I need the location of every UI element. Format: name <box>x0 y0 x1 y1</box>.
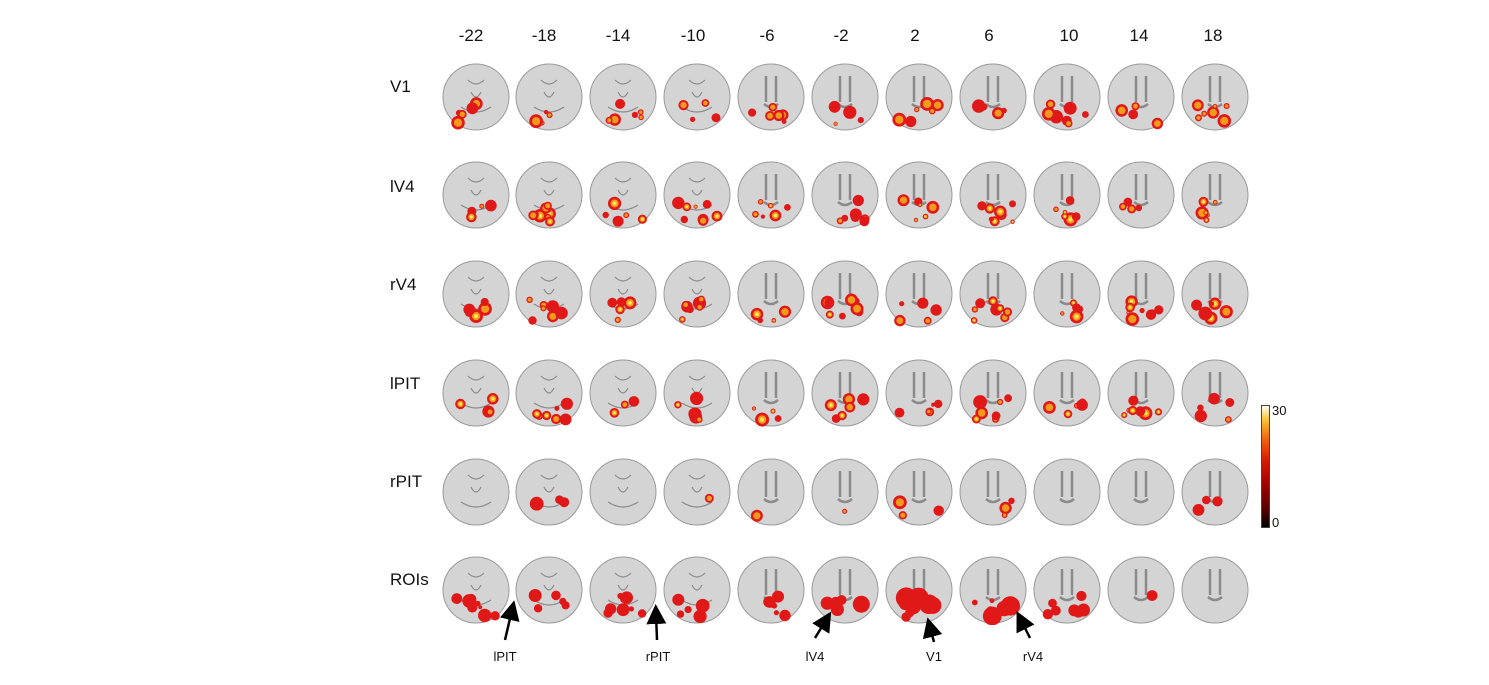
brain-slice <box>811 556 879 624</box>
brain-slice <box>1107 260 1175 328</box>
brain-slice <box>811 63 879 131</box>
annotation-lv4: lV4 <box>805 649 825 664</box>
brain-slice <box>515 359 583 427</box>
brain-slice <box>737 359 805 427</box>
row-label-lv4: lV4 <box>390 177 415 196</box>
brain-slice <box>1181 260 1249 328</box>
brain-slice <box>1181 458 1249 526</box>
row-label-lpit: lPIT <box>390 374 421 393</box>
brain-slice <box>515 161 583 229</box>
brain-slice <box>885 556 953 624</box>
brain-slice <box>885 161 953 229</box>
brain-slice <box>663 359 731 427</box>
row-label-rv4: rV4 <box>390 275 417 294</box>
brain-slice <box>589 359 657 427</box>
row-label-rpit: rPIT <box>390 472 423 491</box>
brain-slice <box>1107 556 1175 624</box>
brain-slice <box>737 556 805 624</box>
row-label-rois: ROIs <box>390 570 429 589</box>
slice-label: 18 <box>1203 26 1223 45</box>
brain-slice <box>1181 359 1249 427</box>
arrow-lv4 <box>812 611 832 639</box>
arrow-rpit <box>646 604 667 641</box>
brain-slice <box>959 161 1027 229</box>
brain-slice <box>515 260 583 328</box>
brain-slice <box>442 161 510 229</box>
slice-label: -2 <box>833 26 849 45</box>
brain-slice <box>811 359 879 427</box>
arrow-rv4 <box>1016 611 1035 639</box>
brain-slice <box>1033 359 1101 427</box>
brain-slice <box>589 63 657 131</box>
slice-label: 14 <box>1129 26 1149 45</box>
annotation-v1: V1 <box>926 649 942 664</box>
brain-slice <box>1033 458 1101 526</box>
arrow-lpit <box>499 600 520 641</box>
brain-slice <box>589 458 657 526</box>
brain-slice <box>737 161 805 229</box>
slice-label: -10 <box>680 26 706 45</box>
brain-slice <box>663 161 731 229</box>
brain-slice <box>811 260 879 328</box>
brain-slice <box>515 556 583 624</box>
brain-slice <box>737 458 805 526</box>
brain-slice <box>959 556 1027 625</box>
brain-slice <box>442 260 510 328</box>
slice-label: -22 <box>458 26 484 45</box>
brain-slice <box>885 260 953 328</box>
brain-slice <box>663 63 731 131</box>
arrow-v1 <box>922 617 943 643</box>
brain-slice <box>1033 63 1101 131</box>
slice-label: 6 <box>984 26 994 45</box>
annotation-rv4: rV4 <box>1022 649 1044 664</box>
brain-slice <box>1107 63 1175 131</box>
slice-label: -14 <box>605 26 631 45</box>
brain-slice <box>589 161 657 229</box>
brain-slice <box>1033 161 1101 229</box>
brain-slice <box>959 458 1027 526</box>
brain-slice <box>663 260 731 328</box>
annotation-lpit: lPIT <box>493 649 517 664</box>
brain-slice <box>885 458 953 526</box>
brain-slice <box>442 458 510 526</box>
brain-slice <box>1107 458 1175 526</box>
slice-label: 2 <box>910 26 920 45</box>
brain-slice <box>811 161 879 229</box>
brain-slice <box>589 260 657 328</box>
brain-slice <box>589 556 657 624</box>
slice-label: 10 <box>1059 26 1079 45</box>
brain-slice <box>442 63 510 131</box>
brain-slice <box>1033 556 1101 624</box>
brain-slice <box>1181 161 1249 229</box>
brain-slice <box>1107 161 1175 229</box>
slice-label: -18 <box>531 26 557 45</box>
brain-slice <box>959 359 1027 427</box>
brain-slice <box>959 63 1027 131</box>
brain-slice <box>1033 260 1101 328</box>
brain-slice <box>442 359 510 427</box>
annotation-rpit: rPIT <box>645 649 671 664</box>
brain-slice <box>1181 63 1249 131</box>
brain-slice <box>737 260 805 328</box>
brain-slice <box>515 63 583 131</box>
brain-slice <box>442 556 510 624</box>
brain-slice <box>885 359 953 427</box>
colorbar-min-label: 0 <box>1272 515 1280 530</box>
brain-slice <box>737 63 805 131</box>
brain-slice <box>663 458 731 526</box>
row-label-v1: V1 <box>390 77 411 96</box>
slice-label: -6 <box>759 26 775 45</box>
brain-slice <box>885 63 953 131</box>
brain-slice <box>515 458 583 526</box>
brain-slice <box>959 260 1027 328</box>
brain-slice <box>663 556 731 624</box>
brain-slice <box>1181 556 1249 624</box>
brain-slice <box>811 458 879 526</box>
brain-slice <box>1107 359 1175 427</box>
colorbar <box>1261 405 1270 528</box>
colorbar-max-label: 30 <box>1272 403 1287 418</box>
